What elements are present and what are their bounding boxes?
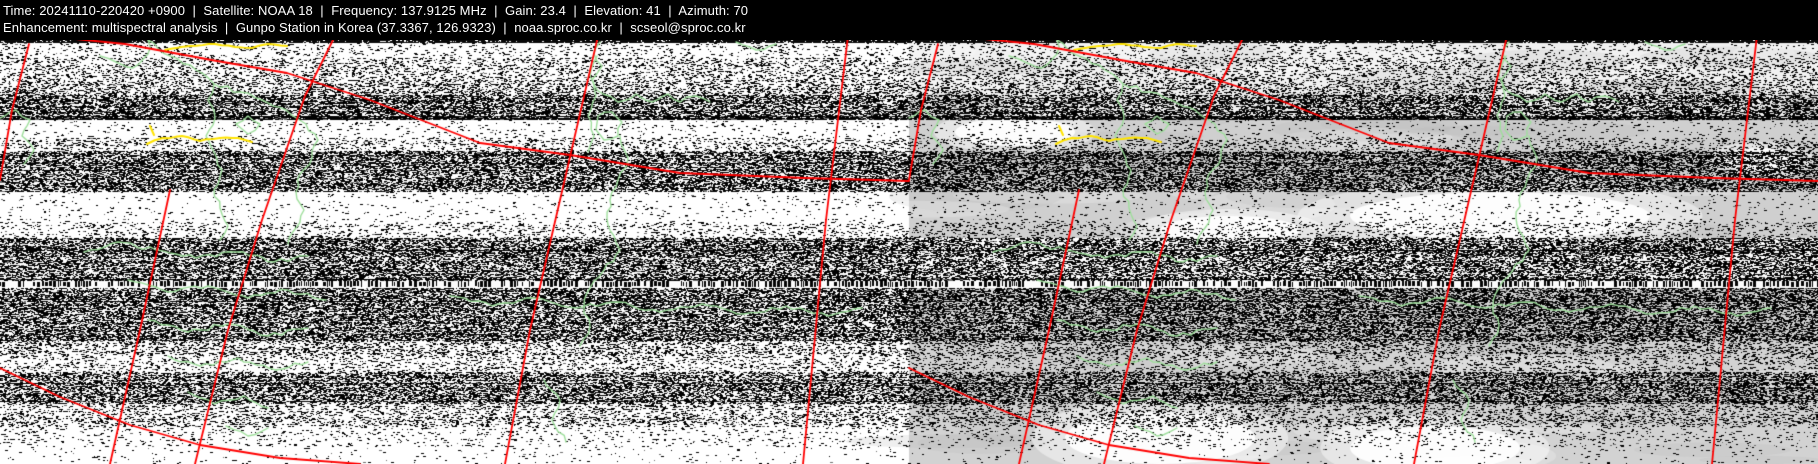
telemetry-line-1: Time: 20241110-220420 +0900 | Satellite:… <box>3 3 749 18</box>
telemetry-line-2: Enhancement: multispectral analysis | Gu… <box>3 20 746 35</box>
satellite-image-canvas <box>0 40 1818 464</box>
telemetry-header: Time: 20241110-220420 +0900 | Satellite:… <box>0 0 1818 40</box>
